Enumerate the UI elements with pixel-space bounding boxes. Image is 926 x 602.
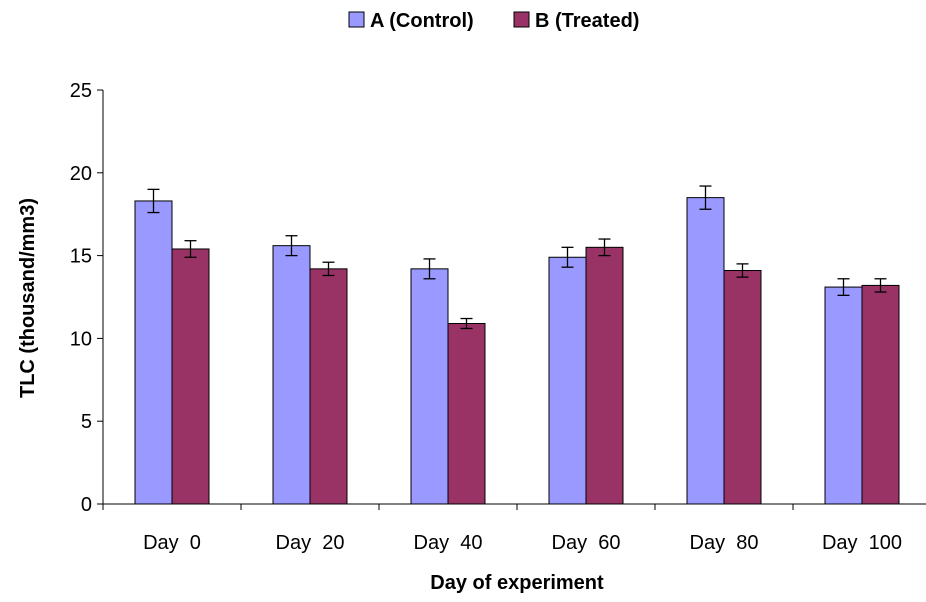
x-tick-label: Day 20 — [276, 532, 345, 554]
bar-treated — [447, 322, 486, 505]
y-tick-label: 20 — [70, 163, 92, 185]
bar-control — [272, 245, 311, 505]
legend-label-control: A (Control) — [370, 10, 474, 32]
bar-control — [824, 286, 863, 505]
legend-swatch-control — [348, 11, 365, 28]
bar-control — [410, 268, 449, 505]
bar-control — [134, 200, 173, 505]
legend-label-treated: B (Treated) — [535, 10, 639, 32]
legend-swatch-treated — [513, 11, 530, 28]
bar-control — [548, 256, 587, 505]
x-tick-label: Day 80 — [690, 532, 759, 554]
y-tick-label: 5 — [81, 411, 92, 433]
x-tick-label: Day 0 — [143, 532, 201, 554]
bar-treated — [585, 246, 624, 505]
bar-control — [686, 197, 725, 505]
y-tick-label: 25 — [70, 80, 92, 102]
x-tick-label: Day 60 — [552, 532, 621, 554]
bar-treated — [723, 270, 762, 505]
y-tick-label: 10 — [70, 328, 92, 350]
x-tick-label: Day 40 — [414, 532, 483, 554]
x-axis-title: Day of experiment — [430, 572, 604, 594]
bar-treated — [171, 248, 210, 505]
x-tick-label: Day 100 — [822, 532, 902, 554]
plot-area: 0 5 10 15 20 25 Day 0 Day 20 Day 40 Day 60 Day 80 D… — [70, 80, 902, 554]
y-axis-title: TLC (thousand/mm3) — [17, 198, 39, 398]
bar-treated — [861, 284, 900, 505]
y-tick-label: 0 — [81, 494, 92, 516]
y-tick-label: 15 — [70, 246, 92, 268]
bar-treated — [309, 268, 348, 505]
legend: A (Control) B (Treated) — [348, 10, 639, 32]
